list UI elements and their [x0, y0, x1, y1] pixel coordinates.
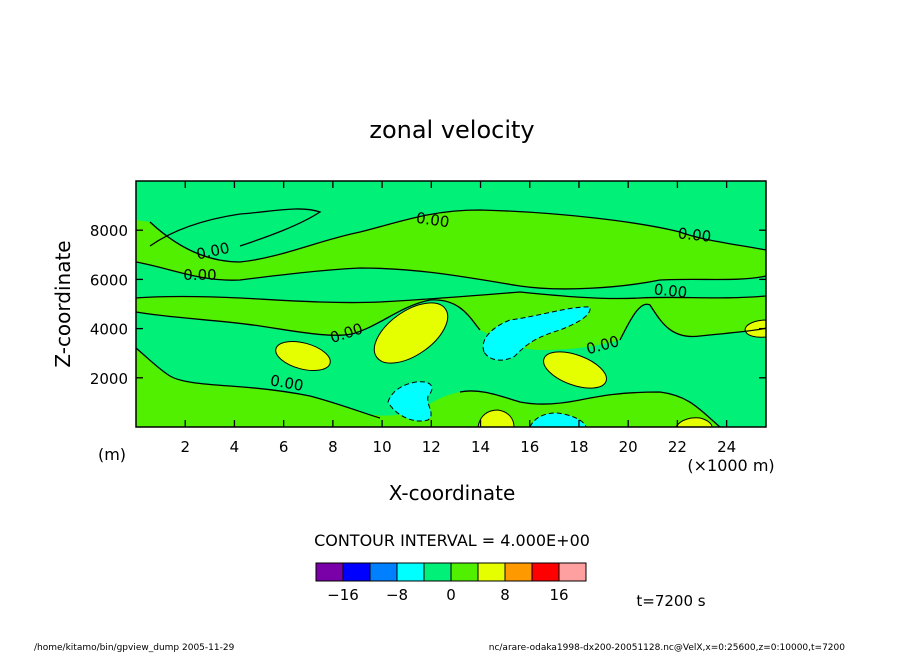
colorbar-label: −8 [386, 586, 408, 604]
contour-line-3 [135, 291, 767, 304]
time-label: t=7200 s [636, 592, 705, 610]
y-axis-title: Z-coordinate [51, 240, 75, 367]
colorbar-swatch [423, 562, 452, 582]
plot-frame [135, 180, 767, 428]
x-tick-label: 18 [569, 438, 588, 456]
x-tick-label: 24 [717, 438, 736, 456]
contour-line-8 [149, 208, 322, 247]
positive-anomaly-5 [675, 417, 713, 428]
contour-line-4 [135, 299, 481, 336]
colorbar-label: −16 [327, 586, 359, 604]
x-tick-label: 16 [520, 438, 539, 456]
x-tick-label: 10 [373, 438, 392, 456]
y-tick-label: 6000 [90, 271, 128, 289]
colorbar-swatch [558, 562, 587, 582]
x-unit-label: (×1000 m) [687, 456, 774, 475]
x-axis-title: X-coordinate [389, 481, 516, 505]
colorbar-swatch [369, 562, 398, 582]
contour-line-7 [459, 390, 721, 428]
y-tick-label: 8000 [90, 222, 128, 240]
x-tick-label: 6 [279, 438, 289, 456]
colorbar-swatch [450, 562, 479, 582]
x-tick-label: 20 [619, 438, 638, 456]
footer-right: nc/arare-odaka1998-dx200-20051128.nc@Vel… [489, 643, 846, 653]
colorbar-swatch [396, 562, 425, 582]
x-tick-label: 8 [328, 438, 338, 456]
positive-anomaly-4 [477, 409, 515, 428]
colorbar-swatch [531, 562, 560, 582]
colorbar-swatch [342, 562, 371, 582]
contour-label-3: 0.00 [415, 209, 451, 231]
contour-label-4: 0.00 [677, 224, 712, 245]
positive-anomaly-1 [373, 302, 449, 364]
x-tick-label: 12 [422, 438, 441, 456]
x-tick-label: 14 [471, 438, 490, 456]
contour-label-5: 0.00 [653, 280, 688, 301]
negative-anomaly-1 [482, 306, 591, 361]
colorbar [315, 562, 587, 582]
colorbar-label: 8 [500, 586, 510, 604]
negative-band-top [136, 181, 766, 262]
x-tick-label: 2 [180, 438, 190, 456]
positive-anomaly-2 [275, 341, 331, 371]
contour-label-2: 0.00 [183, 266, 216, 284]
colorbar-label: 0 [446, 586, 456, 604]
positive-anomaly-6 [744, 319, 767, 338]
x-axis: 2 4 6 8 10 12 14 16 18 20 22 24 [180, 181, 736, 456]
y-unit-label: (m) [98, 445, 126, 464]
plot-area: 0.00 0.00 0.00 0.00 0.00 0.00 0.00 0.00 [135, 180, 767, 428]
contour-interval-text: CONTOUR INTERVAL = 4.000E+00 [314, 531, 590, 550]
colorbar-swatch [477, 562, 506, 582]
colorbar-swatch [315, 562, 344, 582]
contour-label-8: 0.00 [269, 371, 305, 395]
negative-anomaly-3 [529, 412, 587, 428]
contour-line-2 [135, 261, 767, 290]
y-tick-label: 2000 [90, 370, 128, 388]
contour-line-6 [619, 303, 767, 341]
colorbar-labels: −16 −8 0 8 16 [327, 586, 568, 604]
x-tick-label: 4 [230, 438, 240, 456]
contour-line-1 [149, 209, 767, 263]
colorbar-swatch [504, 562, 533, 582]
negative-anomaly-2 [387, 381, 433, 422]
y-tick-label: 4000 [90, 321, 128, 339]
footer-left: /home/kitamo/bin/gpview_dump 2005-11-29 [34, 643, 235, 653]
zero-contours [135, 208, 767, 428]
chart-title: zonal velocity [369, 116, 534, 144]
negative-band-middle [136, 262, 766, 303]
positive-anomaly-3 [543, 351, 607, 389]
colorbar-label: 16 [549, 586, 568, 604]
x-tick-label: 22 [668, 438, 687, 456]
contour-line-5 [135, 347, 381, 419]
y-axis: 2000 4000 6000 8000 [90, 222, 766, 388]
